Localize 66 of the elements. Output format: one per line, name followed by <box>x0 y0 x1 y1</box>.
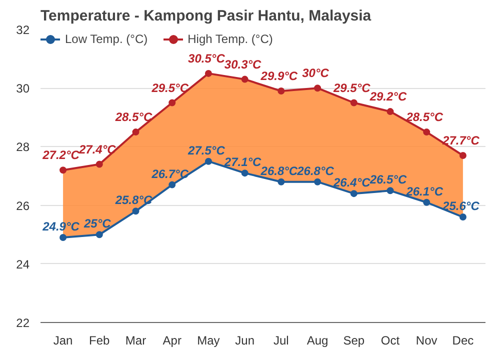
data-label: 30.5°C <box>188 51 226 66</box>
point <box>96 160 103 168</box>
point <box>132 208 140 215</box>
x-tick-label: Mar <box>125 334 146 348</box>
x-tick-label: Sep <box>343 334 365 348</box>
legend-label: High Temp. (°C) <box>188 32 273 46</box>
x-tick-label: Jul <box>274 334 289 348</box>
point <box>241 76 248 83</box>
point <box>204 70 212 77</box>
y-tick-label: 28 <box>16 140 30 154</box>
x-tick-label: Apr <box>162 334 182 348</box>
y-tick-label: 22 <box>16 316 30 330</box>
y-tick-label: 24 <box>16 257 30 272</box>
point <box>386 108 394 116</box>
x-tick-label: Dec <box>452 334 474 348</box>
point <box>314 178 322 186</box>
point <box>350 190 358 198</box>
data-label: 26.7°C <box>150 166 189 181</box>
point <box>241 170 248 177</box>
point <box>132 128 140 136</box>
x-tick-label: May <box>197 334 220 348</box>
x-tick-label: Aug <box>306 334 328 348</box>
data-label: 25°C <box>82 216 112 231</box>
data-label: 29.5°C <box>332 80 371 95</box>
data-label: 29.2°C <box>368 90 407 104</box>
point <box>459 152 466 159</box>
data-label: 27.7°C <box>442 133 480 148</box>
point <box>423 128 430 136</box>
point <box>168 99 176 106</box>
y-tick-label: 26 <box>16 198 30 213</box>
data-label: 26.1°C <box>405 184 444 198</box>
data-label: 27.5°C <box>187 143 226 158</box>
data-label: 28.5°C <box>405 110 444 124</box>
data-label: 27.2°C <box>42 148 80 162</box>
x-tick-label: Jan <box>53 334 73 348</box>
point <box>350 99 358 106</box>
point <box>386 187 394 194</box>
data-label: 26.4°C <box>332 176 371 190</box>
data-label: 27.4°C <box>78 142 116 156</box>
point <box>278 88 285 95</box>
data-label: 26.8°C <box>296 164 334 178</box>
point <box>204 158 212 165</box>
legend-label: Low Temp. (°C) <box>65 32 148 46</box>
point <box>60 234 67 242</box>
point <box>314 84 322 92</box>
data-label: 30°C <box>302 66 330 80</box>
x-tick-label: Feb <box>89 334 110 348</box>
chart-title: Temperature - Kampong Pasir Hantu, Malaysia <box>40 8 372 24</box>
point <box>278 178 285 186</box>
data-label: 28.5°C <box>114 110 152 124</box>
x-tick-label: Jun <box>235 334 255 348</box>
point <box>168 181 176 188</box>
point <box>459 214 466 221</box>
point <box>60 166 67 174</box>
y-tick-label: 32 <box>16 23 30 37</box>
data-label: 30.3°C <box>224 57 262 72</box>
data-label: 27.1°C <box>223 155 262 170</box>
x-tick-label: Nov <box>416 334 438 348</box>
y-tick-label: 30 <box>16 82 30 96</box>
data-label: 29.9°C <box>260 69 298 84</box>
data-label: 26.8°C <box>260 164 298 178</box>
data-label: 29.5°C <box>150 80 189 95</box>
data-label: 26.5°C <box>368 172 407 187</box>
point <box>96 231 103 238</box>
x-tick-label: Oct <box>380 334 400 348</box>
point <box>423 198 430 206</box>
